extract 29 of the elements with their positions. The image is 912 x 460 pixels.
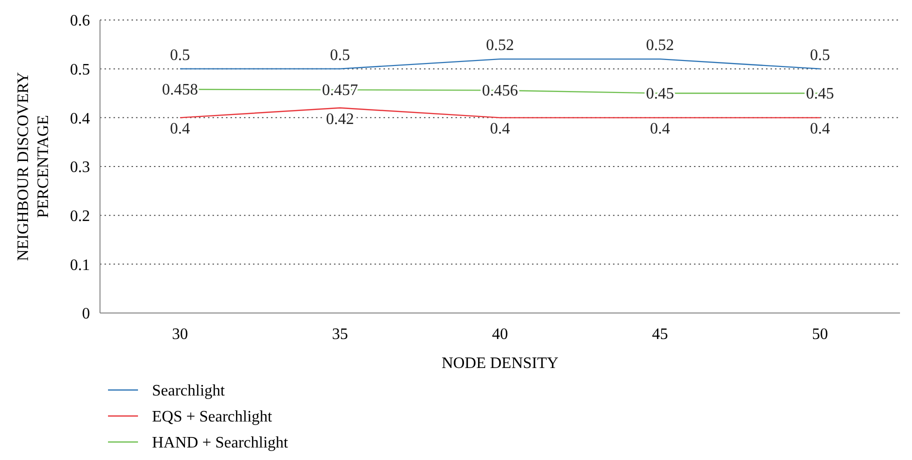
legend-label: Searchlight bbox=[152, 382, 226, 400]
data-label: 0.4 bbox=[170, 120, 190, 138]
y-tick-label: 0 bbox=[82, 306, 90, 323]
y-tick-label: 0.5 bbox=[70, 61, 90, 78]
data-label: 0.52 bbox=[486, 37, 514, 54]
y-tick-label: 0.6 bbox=[70, 12, 90, 30]
x-tick-label: 40 bbox=[492, 326, 508, 343]
x-tick-label: 45 bbox=[652, 326, 668, 343]
x-axis-title: NODE DENSITY bbox=[442, 355, 559, 372]
data-label: 0.45 bbox=[806, 85, 834, 102]
y-tick-label: 0.4 bbox=[70, 110, 90, 128]
y-tick-label: 0.2 bbox=[70, 208, 90, 225]
data-label: 0.4 bbox=[650, 120, 670, 138]
legend-label: EQS + Searchlight bbox=[152, 408, 273, 426]
y-axis-title: NEIGHBOUR DISCOVERY PERCENTAGE bbox=[15, 72, 52, 261]
x-tick-label: 30 bbox=[172, 326, 188, 343]
y-tick-label: 0.1 bbox=[70, 256, 90, 274]
data-label: 0.42 bbox=[326, 110, 354, 128]
x-tick-label: 35 bbox=[332, 326, 348, 343]
data-label: 0.458 bbox=[162, 81, 198, 98]
data-label: 0.5 bbox=[170, 46, 190, 64]
data-label: 0.4 bbox=[810, 120, 830, 138]
y-tick-label: 0.3 bbox=[70, 159, 90, 176]
data-label: 0.5 bbox=[330, 46, 350, 64]
data-label: 0.4 bbox=[490, 120, 510, 138]
data-label: 0.52 bbox=[646, 37, 674, 54]
data-label: 0.5 bbox=[810, 46, 830, 64]
x-tick-label: 50 bbox=[812, 326, 828, 343]
legend-label: HAND + Searchlight bbox=[152, 434, 289, 452]
